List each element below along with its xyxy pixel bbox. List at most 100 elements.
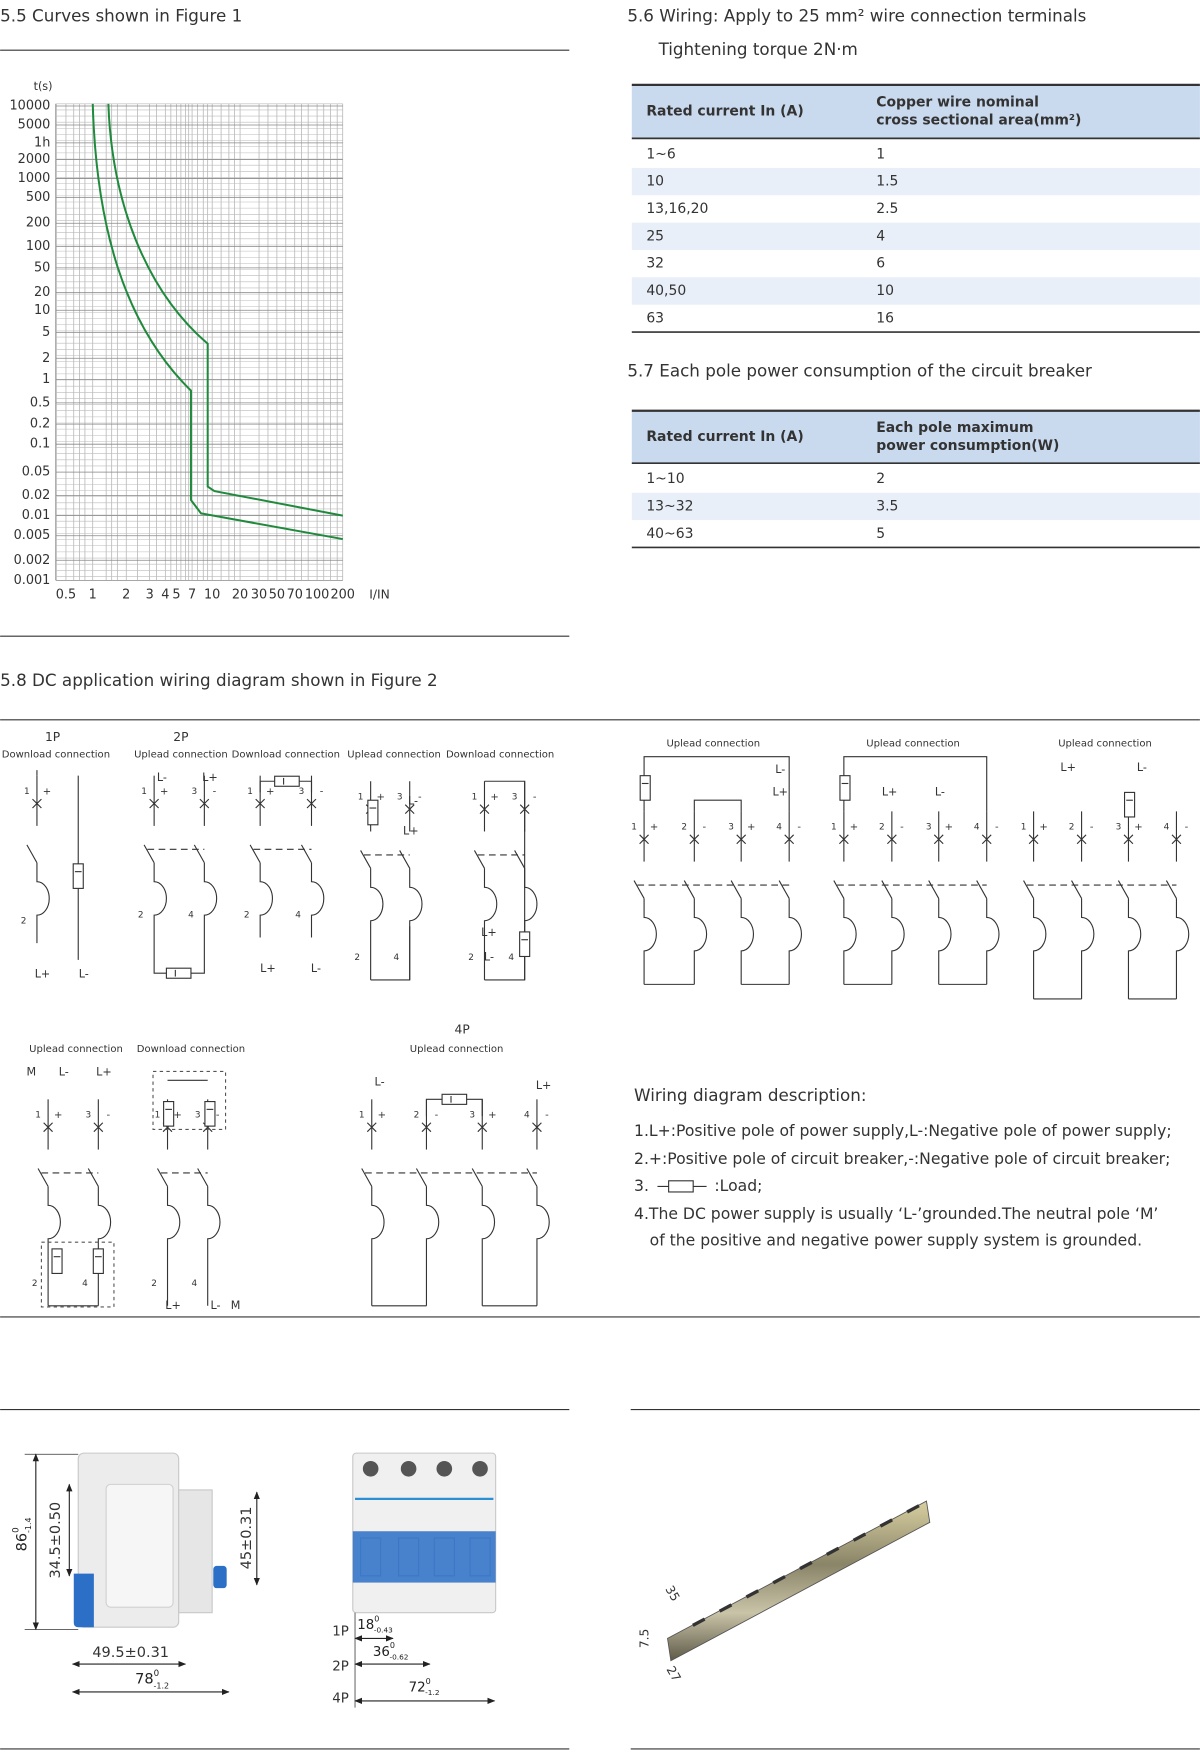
y-tick-label: 0.2 [30, 417, 50, 432]
pole-number: 4 [393, 953, 399, 963]
trip-coil [740, 898, 755, 985]
terminal-label: L+ [772, 785, 788, 798]
pole-number: 4 [776, 823, 782, 833]
section-subtitle: Tightening torque 2N·m [658, 39, 858, 59]
wire [371, 1098, 537, 1307]
table-header-bg [631, 410, 1200, 464]
terminal-label: L- [1137, 761, 1147, 774]
contact-mark [736, 834, 747, 845]
contact-mark [477, 1122, 488, 1133]
load [367, 799, 379, 826]
dimension-label: 34.5±0.50 [48, 1502, 64, 1579]
contact-mark [421, 1122, 432, 1133]
x-tick-label: 3 [146, 587, 154, 602]
contact-mark [981, 834, 992, 845]
pole-number: 4 [524, 1110, 530, 1120]
table-cell: 1~6 [646, 146, 675, 162]
dimension-main: 36 [373, 1645, 390, 1660]
table-header-bg [631, 84, 1200, 139]
switch-blade [1071, 880, 1083, 899]
dimension-label: 35 [662, 1583, 682, 1604]
rail-slot [799, 1560, 813, 1571]
section-title: 5.8 DC application wiring diagram shown … [0, 670, 438, 690]
terminal-label: L- [408, 794, 418, 807]
diagram-label: Uplead connection [866, 738, 960, 749]
trip-coil [371, 1186, 385, 1306]
switch-blade [399, 850, 411, 869]
pole-number: 1 [1021, 823, 1027, 833]
dimension-label: 360 -0.62 [373, 1641, 409, 1662]
switch-blade [415, 1168, 427, 1187]
trip-coil [166, 1186, 181, 1306]
terminal-label: M [231, 1299, 241, 1312]
switch-blade [881, 880, 893, 899]
switch-blade [473, 850, 485, 869]
wire [370, 926, 411, 981]
trip-coil [370, 868, 384, 980]
x-tick-label: 0.5 [56, 587, 76, 602]
polarity-sign: + [747, 822, 755, 833]
contact-mark [43, 1122, 53, 1133]
contact-mark [886, 834, 897, 845]
dimension-upper: 0 [426, 1676, 431, 1685]
pole-number: 2 [354, 953, 360, 963]
polarity-sign: + [488, 1110, 496, 1121]
pole-number: 4 [188, 911, 194, 921]
trip-coil [986, 898, 1000, 985]
dimension-label: 180 -0.43 [357, 1614, 393, 1635]
y-tick-label: 0.01 [22, 508, 51, 523]
dimension-label: 45±0.31 [239, 1507, 255, 1570]
terminal-label: L+ [882, 785, 898, 798]
terminal-label: L- [484, 951, 494, 964]
rail-slot [826, 1546, 840, 1556]
terminal-label: M [27, 1066, 37, 1079]
trip-coil [153, 862, 167, 938]
contact-mark [366, 1122, 377, 1133]
table-header: Each pole maximum [876, 420, 1033, 436]
pole-number: 3 [397, 792, 403, 802]
contact-mark [479, 804, 490, 815]
table-header: Copper wire nominal [876, 95, 1039, 111]
contact-mark [689, 834, 700, 845]
load-icon [668, 1180, 694, 1193]
dashed-box [40, 1241, 115, 1308]
trip-coil [938, 898, 952, 985]
load [639, 775, 651, 801]
table-cell: 1.5 [876, 174, 898, 190]
pole-number: 2 [1069, 823, 1075, 833]
switch-blade [249, 844, 261, 863]
table-cell: 63 [646, 310, 664, 326]
product-screw [472, 1460, 488, 1477]
diagram-label: Download connection [137, 1044, 245, 1055]
pole-number: 3 [728, 823, 734, 833]
trip-coil [788, 898, 803, 985]
pole-number: 1 [831, 823, 837, 833]
switch-blade [156, 1168, 169, 1187]
description-item: of the positive and negative power suppl… [650, 1232, 1142, 1250]
x-tick-label: 30 [251, 587, 267, 602]
pole-number: 1 [472, 792, 478, 802]
dimension-lower: -0.62 [389, 1652, 408, 1661]
terminal-label: L- [375, 1076, 385, 1089]
table-header: power consumption(W) [876, 438, 1059, 454]
load [1123, 791, 1136, 818]
contact-mark [199, 798, 210, 809]
trip-coil [203, 862, 218, 938]
diagram-label: Uplead connection [347, 749, 441, 760]
polarity-sign: + [378, 1110, 386, 1121]
pole-number: 3 [85, 1110, 91, 1120]
trip-coil [481, 1186, 496, 1306]
polarity-sign: + [173, 1110, 181, 1121]
polarity-sign: - [435, 1110, 439, 1121]
switch-blade [87, 1168, 99, 1187]
table-row-bg [631, 277, 1200, 305]
x-tick-label: 1 [89, 587, 97, 602]
pole-number: 2 [244, 911, 250, 921]
polarity-sign: - [797, 822, 801, 833]
switch-blade [471, 1168, 483, 1187]
table-cell: 13,16,20 [646, 201, 708, 217]
trip-coil [1081, 898, 1095, 999]
terminal-label: L- [775, 763, 785, 776]
terminal-label: L+ [260, 962, 276, 975]
